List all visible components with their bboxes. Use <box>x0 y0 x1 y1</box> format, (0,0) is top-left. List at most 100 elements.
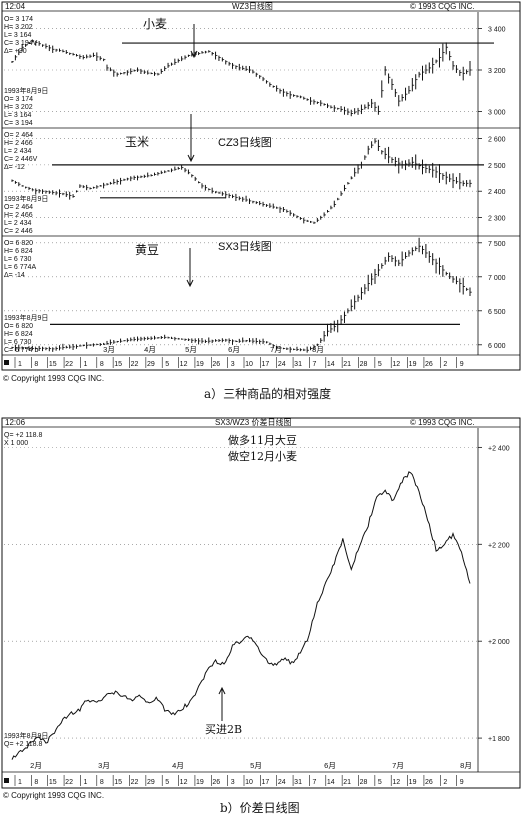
x-month-label: 7月 <box>270 345 282 354</box>
commodity-label: 黄豆 <box>135 243 159 257</box>
x-day-label: 31 <box>294 361 302 368</box>
x-month-label: 4月 <box>144 345 156 354</box>
figure-b-frame <box>1 417 521 789</box>
figure-a-time: 12:04 <box>5 2 26 11</box>
x-month-label: 6月 <box>324 761 336 770</box>
x-month-label: 3月 <box>103 345 115 354</box>
x-day-label: 15 <box>49 779 57 786</box>
x-day-label: 28 <box>360 779 368 786</box>
info-bottom-line: L= 2 434 <box>4 220 32 227</box>
x-day-label: 22 <box>131 779 139 786</box>
info-top-line: O= 3 174 <box>4 16 33 23</box>
figure-b: 12:06 SX3/WZ3 价差日线图 © 1993 CQG INC. +1 8… <box>1 417 521 815</box>
x-day-label: 3 <box>231 779 235 786</box>
x-day-label: 5 <box>165 361 169 368</box>
y-tick-label: 3 200 <box>488 68 506 75</box>
figure-b-time: 12:06 <box>5 418 26 427</box>
x-day-label: 1 <box>83 361 87 368</box>
info-top-line: Δ= +30 <box>4 48 27 55</box>
y-tick-label: 3 000 <box>488 109 506 116</box>
x-day-label: 21 <box>343 361 351 368</box>
x-day-label: 29 <box>147 361 155 368</box>
x-day-label: 1 <box>18 361 22 368</box>
axis-marker <box>4 360 9 365</box>
y-tick-label: +2 400 <box>488 445 510 452</box>
axis-marker <box>4 778 9 783</box>
x-day-label: 2 <box>443 361 447 368</box>
info-top-line: H= 2 466 <box>4 140 33 147</box>
y-tick-label: 7 500 <box>488 241 506 248</box>
x-day-label: 5 <box>378 361 382 368</box>
x-day-label: 24 <box>278 361 286 368</box>
commodity-label: 玉米 <box>125 135 149 149</box>
x-day-label: 24 <box>278 779 286 786</box>
x-day-label: 26 <box>212 361 220 368</box>
figure-a-caption: a）三种商品的相对强度 <box>204 386 331 401</box>
info-bottom-line: L= 3 164 <box>4 112 32 119</box>
y-tick-label: 3 400 <box>488 27 506 34</box>
x-day-label: 5 <box>165 779 169 786</box>
x-day-label: 31 <box>294 779 302 786</box>
x-day-label: 8 <box>100 779 104 786</box>
spread-series-line <box>11 471 471 760</box>
x-month-label: 7月 <box>392 761 404 770</box>
info-top-line: L= 6 774A <box>4 264 36 271</box>
figure-b-x-axis: 1 8 15 22 1 8 15 22 29 5 12 19 26 3 10 17 24 31 7 14 21 28 5 12… <box>4 761 472 786</box>
y-tick-label: +1 800 <box>488 736 510 743</box>
x-day-label: 19 <box>409 361 417 368</box>
info-bottom-line: H= 2 466 <box>4 212 33 219</box>
annotation-long-soybean: 做多11月大豆 <box>228 433 297 447</box>
x-month-label: 8月 <box>460 761 472 770</box>
x-month-label: 2月 <box>30 761 42 770</box>
y-tick-label: 6 500 <box>488 309 506 316</box>
figure-a-footer-copyright: © Copyright 1993 CQG INC. <box>3 374 104 383</box>
x-day-label: 15 <box>114 361 122 368</box>
x-day-label: 17 <box>261 361 269 368</box>
x-day-label: 8 <box>34 361 38 368</box>
x-day-label: 2 <box>443 779 447 786</box>
y-tick-label: 2 300 <box>488 216 506 223</box>
y-tick-label: 7 000 <box>488 275 506 282</box>
info-bottom-line: O= 6 820 <box>4 323 33 330</box>
x-day-label: 19 <box>196 779 204 786</box>
info-bottom-line: Q= +2 118.8 <box>4 741 43 748</box>
x-day-label: 29 <box>147 779 155 786</box>
x-day-label: 12 <box>392 779 400 786</box>
x-day-label: 3 <box>231 361 235 368</box>
y-tick-label: 2 500 <box>488 163 506 170</box>
x-day-label: 14 <box>327 361 335 368</box>
y-tick-label: +2 000 <box>488 639 510 646</box>
figure-a-header-copyright: © 1993 CQG INC. <box>410 2 475 11</box>
info-bottom-line: C= 3 194 <box>4 120 33 127</box>
info-top-line: L= 3 164 <box>4 32 32 39</box>
x-day-label: 9 <box>460 361 464 368</box>
info-top-line: X 1 000 <box>4 440 28 447</box>
annotation-short-wheat: 做空12月小麦 <box>228 449 297 463</box>
figure-b-footer-copyright: © Copyright 1993 CQG INC. <box>3 791 104 800</box>
figure-b-caption: b）价差日线图 <box>220 801 300 815</box>
panel-title: SX3日线图 <box>218 239 272 253</box>
x-day-label: 19 <box>196 361 204 368</box>
figure-a-frame <box>1 1 521 371</box>
info-top-line: Δ= -14 <box>4 272 25 279</box>
info-bottom-line: 1993年8月9日 <box>4 313 48 322</box>
x-day-label: 10 <box>245 361 253 368</box>
x-day-label: 26 <box>425 361 433 368</box>
info-top-line: O= 2 464 <box>4 132 33 139</box>
info-top-line: L= 6 730 <box>4 256 32 263</box>
x-day-label: 15 <box>49 361 57 368</box>
x-day-label: 1 <box>83 779 87 786</box>
x-day-label: 22 <box>65 779 73 786</box>
x-day-label: 26 <box>425 779 433 786</box>
x-day-label: 10 <box>245 779 253 786</box>
figure-a-x-axis: 1 8 15 22 1 8 15 22 29 5 12 19 26 3 10 17 24 31 7 14 21 28 5 12… <box>4 345 464 368</box>
x-month-label: 3月 <box>98 761 110 770</box>
arrow-head <box>187 154 195 163</box>
info-top-line: C= 2 446V <box>4 156 38 163</box>
info-top-line: H= 3 202 <box>4 24 33 31</box>
y-tick-label: +2 200 <box>488 542 510 549</box>
x-day-label: 17 <box>261 779 269 786</box>
info-bottom-line: H= 3 202 <box>4 104 33 111</box>
